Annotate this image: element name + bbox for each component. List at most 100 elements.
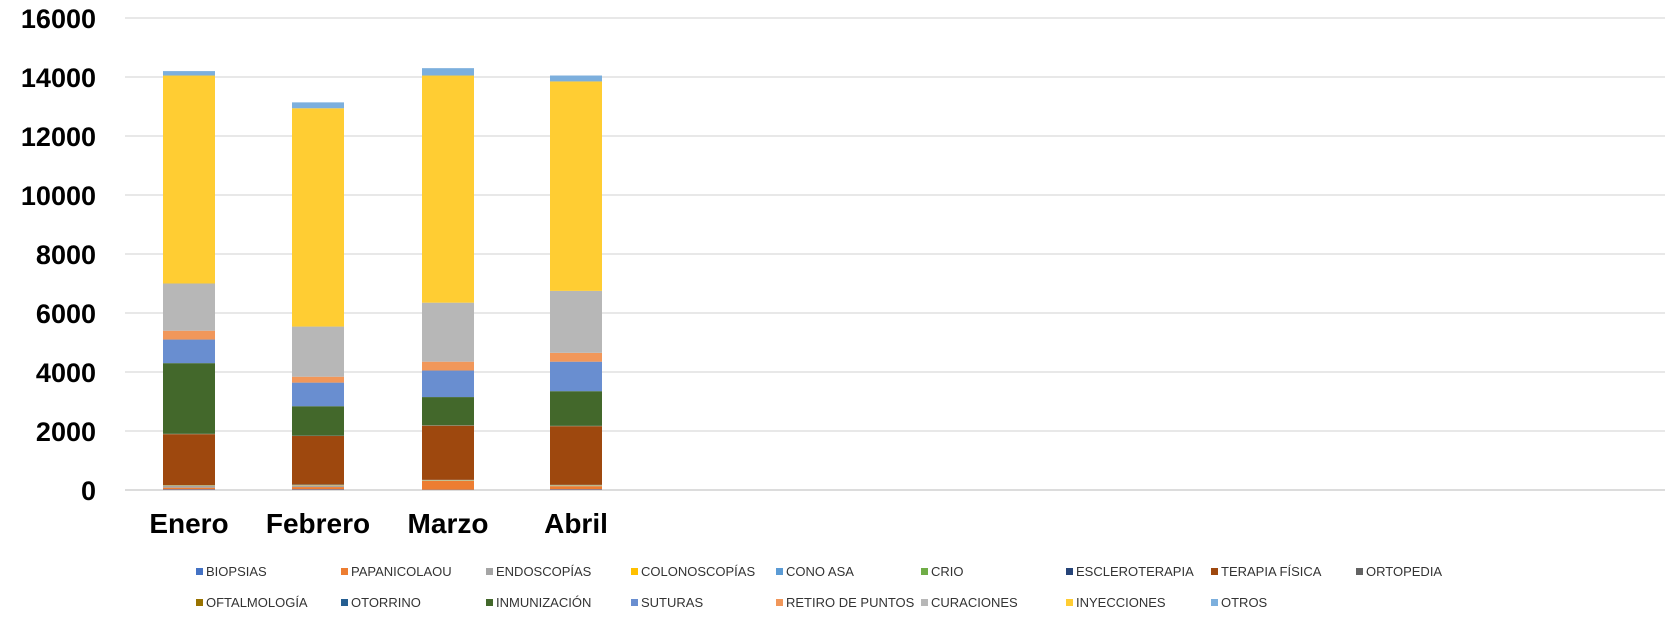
legend-label: OFTALMOLOGÍA: [206, 595, 308, 610]
y-tick-label: 14000: [21, 63, 96, 93]
legend-item: COLONOSCOPÍAS: [631, 564, 755, 579]
legend-label: PAPANICOLAOU: [351, 564, 452, 579]
legend-label: ORTOPEDIA: [1366, 564, 1442, 579]
x-axis-ticks: Enero Febrero Marzo Abril: [149, 508, 608, 539]
legend-item: CONO ASA: [776, 564, 854, 579]
stacked-bar-chart: 0 2000 4000 6000 8000 10000 12000 14000 16000 En…: [0, 0, 1672, 560]
bar-segment: [292, 485, 344, 487]
bar-segment: [292, 108, 344, 326]
bar-segment: [422, 76, 474, 303]
y-axis-ticks: 0 2000 4000 6000 8000 10000 12000 14000 16000: [21, 4, 96, 506]
bar-segment: [550, 426, 602, 485]
y-tick-label: 16000: [21, 4, 96, 34]
legend-label: ENDOSCOPÍAS: [496, 564, 591, 579]
y-tick-label: 12000: [21, 122, 96, 152]
bar-segment: [550, 291, 602, 353]
legend-label: CURACIONES: [931, 595, 1018, 610]
bar-segment: [550, 489, 602, 490]
legend-label: SUTURAS: [641, 595, 703, 610]
bar-segment: [163, 71, 215, 75]
bar-segment: [163, 489, 215, 490]
x-tick-label: Febrero: [266, 508, 370, 539]
bar-segment: [163, 488, 215, 490]
bar-segment: [292, 383, 344, 407]
legend-swatch: [631, 599, 638, 606]
legend-item: CRIO: [921, 564, 964, 579]
legend-swatch: [776, 568, 783, 575]
legend-item: OTROS: [1211, 595, 1267, 610]
bar-segment: [292, 436, 344, 485]
legend-item: OFTALMOLOGÍA: [196, 595, 308, 610]
gridlines: [125, 18, 1665, 490]
legend-label: RETIRO DE PUNTOS: [786, 595, 914, 610]
legend-swatch: [196, 568, 203, 575]
legend-swatch: [921, 599, 928, 606]
y-tick-label: 8000: [36, 240, 96, 270]
legend-item: CURACIONES: [921, 595, 1018, 610]
legend-item: PAPANICOLAOU: [341, 564, 452, 579]
y-tick-label: 6000: [36, 299, 96, 329]
legend-label: OTORRINO: [351, 595, 421, 610]
legend-label: CRIO: [931, 564, 964, 579]
x-tick-label: Enero: [149, 508, 228, 539]
bar-segment: [292, 102, 344, 108]
bar-segment: [422, 481, 474, 490]
legend-item: RETIRO DE PUNTOS: [776, 595, 914, 610]
legend-swatch: [1356, 568, 1363, 575]
legend-item: ESCLEROTERAPIA: [1066, 564, 1194, 579]
y-tick-label: 4000: [36, 358, 96, 388]
bar-segment: [292, 327, 344, 377]
bar-segment: [422, 362, 474, 371]
bar-segment: [163, 284, 215, 331]
bar-segment: [163, 331, 215, 340]
bar-segment: [550, 76, 602, 82]
legend-swatch: [341, 568, 348, 575]
bar-segment: [292, 406, 344, 435]
legend-swatch: [1066, 568, 1073, 575]
bar-segment: [422, 68, 474, 75]
bar-segment: [292, 489, 344, 490]
legend-swatch: [1211, 599, 1218, 606]
legend-swatch: [486, 599, 493, 606]
legend-swatch: [776, 599, 783, 606]
legend-item: BIOPSIAS: [196, 564, 267, 579]
x-tick-label: Abril: [544, 508, 608, 539]
bar-segment: [163, 486, 215, 488]
legend: BIOPSIAS PAPANICOLAOU ENDOSCOPÍAS COLONOSCO…: [196, 564, 1656, 628]
bar-segment: [550, 486, 602, 489]
legend-label: INMUNIZACIÓN: [496, 595, 591, 610]
y-tick-label: 0: [81, 476, 96, 506]
legend-swatch: [341, 599, 348, 606]
bars: [163, 68, 602, 490]
bar-segment: [550, 391, 602, 426]
y-tick-label: 10000: [21, 181, 96, 211]
legend-label: OTROS: [1221, 595, 1267, 610]
bar-segment: [550, 362, 602, 392]
legend-item: INYECCIONES: [1066, 595, 1166, 610]
x-tick-label: Marzo: [408, 508, 489, 539]
bar-segment: [292, 377, 344, 383]
legend-item: ORTOPEDIA: [1356, 564, 1442, 579]
legend-swatch: [631, 568, 638, 575]
bar-segment: [422, 426, 474, 480]
bar-segment: [163, 434, 215, 485]
bar-segment: [163, 76, 215, 284]
bar-segment: [550, 81, 602, 290]
legend-label: TERAPIA FÍSICA: [1221, 564, 1321, 579]
legend-item: TERAPIA FÍSICA: [1211, 564, 1321, 579]
legend-swatch: [921, 568, 928, 575]
legend-item: OTORRINO: [341, 595, 421, 610]
legend-swatch: [196, 599, 203, 606]
legend-label: BIOPSIAS: [206, 564, 267, 579]
bar-segment: [422, 397, 474, 425]
bar-segment: [163, 363, 215, 434]
bar-segment: [163, 340, 215, 364]
legend-swatch: [1211, 568, 1218, 575]
legend-item: ENDOSCOPÍAS: [486, 564, 591, 579]
bar-segment: [292, 487, 344, 489]
legend-label: INYECCIONES: [1076, 595, 1166, 610]
legend-label: ESCLEROTERAPIA: [1076, 564, 1194, 579]
bar-segment: [550, 353, 602, 362]
legend-label: CONO ASA: [786, 564, 854, 579]
y-tick-label: 2000: [36, 417, 96, 447]
